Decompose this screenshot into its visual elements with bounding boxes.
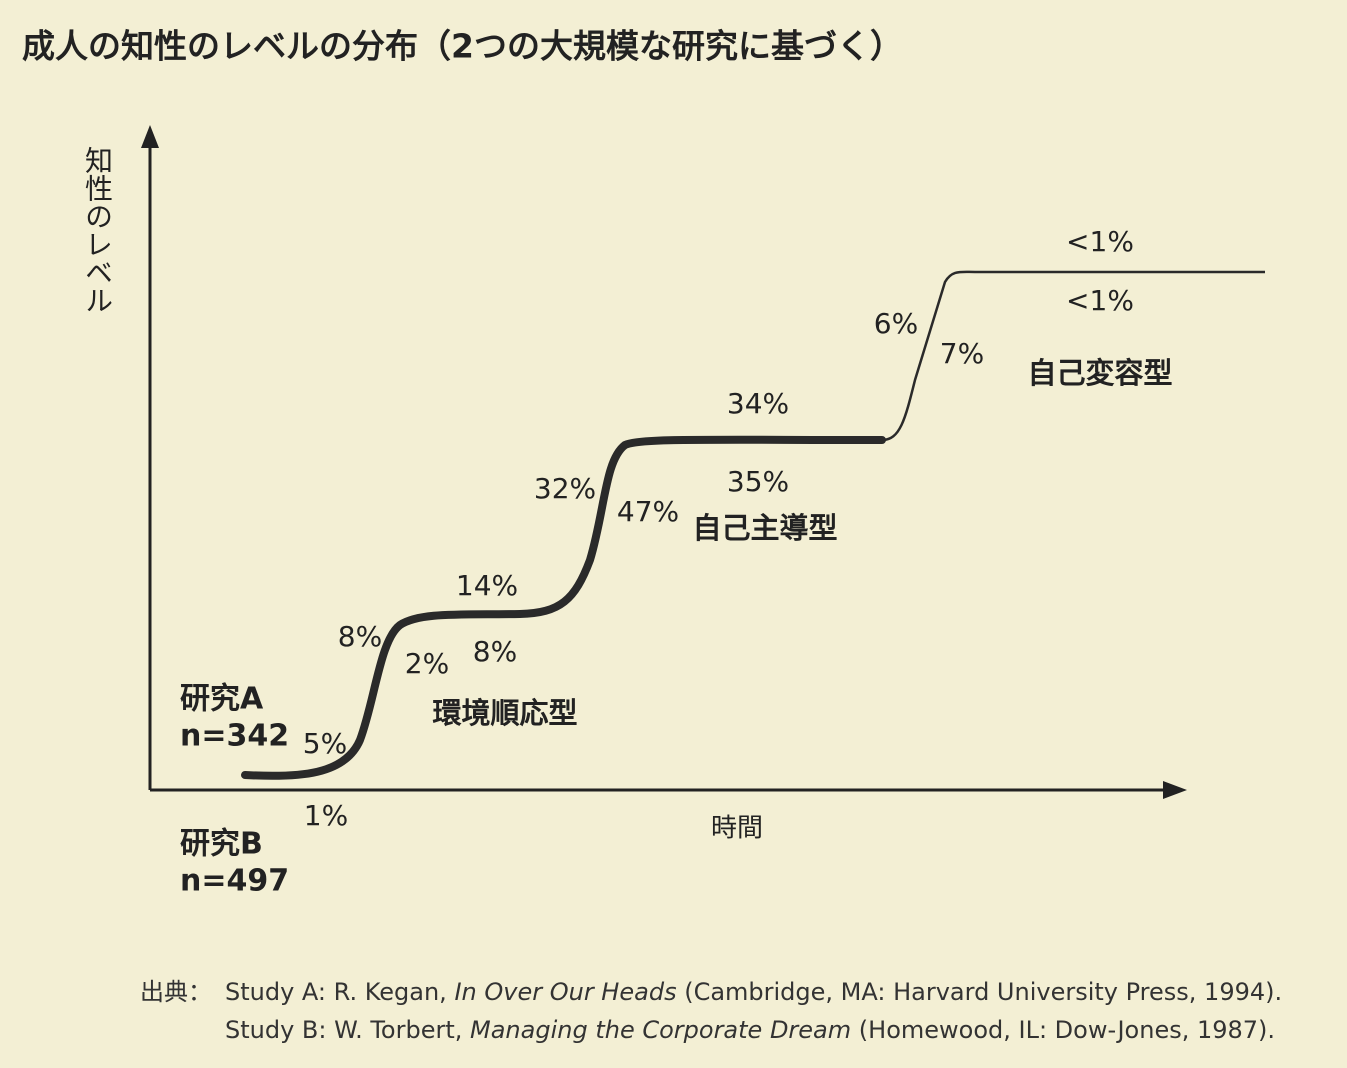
curve-thick [241, 435, 886, 780]
study-b-label: <1% [1066, 284, 1134, 317]
study-a-label: <1% [1066, 225, 1134, 258]
x-axis-label: 時間 [711, 814, 763, 844]
curve-thin [881, 270, 1265, 442]
source-part: Study B: W. Torbert, [225, 1016, 470, 1044]
source: Study A: R. Kegan, In Over Our Heads (Ca… [225, 978, 1282, 1044]
study-a-label: 6% [874, 307, 918, 340]
stage-label: 自己主導型 [692, 511, 837, 545]
study-a-label: 32% [534, 472, 596, 505]
source-part: (Homewood, IL: Dow-Jones, 1987). [851, 1016, 1275, 1044]
source-part: Managing the Corporate Dream [470, 1016, 851, 1044]
study-b-label: 7% [940, 337, 984, 370]
study-b-label: 47% [617, 495, 679, 528]
study-n: n=497 [180, 864, 289, 899]
study-a-label: 14% [456, 569, 518, 602]
source-line: Study B: W. Torbert, Managing the Corpor… [225, 1016, 1275, 1044]
study-b-label: 8% [473, 635, 517, 668]
labels: 5% 8% 14% 32% 34% 6% <1% 1% 2% 8% 47% 35% 7% <1% 環境順応型… [180, 225, 1173, 899]
stage-label: 自己変容型 [1027, 356, 1172, 390]
title: 成人の知性のレベルの分布（2つの大規模な研究に基づく） [22, 27, 903, 66]
y-arrow [141, 125, 159, 148]
source-part: Study A: R. Kegan, [225, 978, 454, 1006]
study-a-label: 34% [727, 387, 789, 420]
source-label: 出典： [140, 978, 212, 1006]
study-name: 研究B [180, 827, 263, 862]
study-n: n=342 [180, 719, 289, 754]
source-part: In Over Our Heads [454, 978, 676, 1006]
study-a-label: 8% [338, 620, 382, 653]
study-b-label: 2% [405, 647, 449, 680]
study-name: 研究A [180, 682, 264, 717]
study-a-label: 5% [303, 727, 347, 760]
study-b-label: 1% [304, 799, 348, 832]
x-arrow [1163, 781, 1187, 799]
y-axis-label: 知性のレベル [81, 146, 114, 314]
study-b-label: 35% [727, 465, 789, 498]
stage-label: 環境順応型 [432, 696, 577, 730]
axes [141, 125, 1187, 799]
source-part: (Cambridge, MA: Harvard University Press… [677, 978, 1283, 1006]
source-line: Study A: R. Kegan, In Over Our Heads (Ca… [225, 978, 1282, 1006]
